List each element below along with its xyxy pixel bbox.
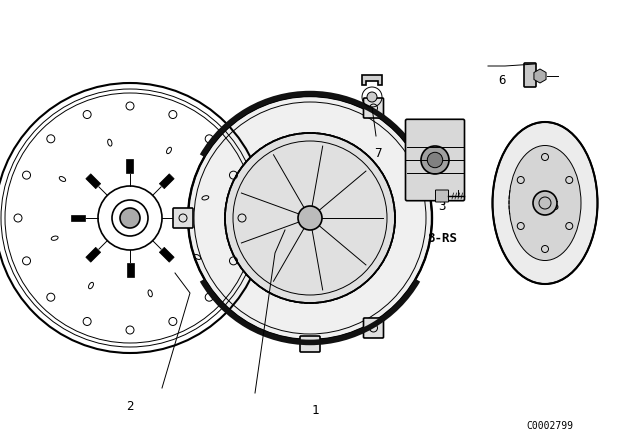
Bar xyxy=(71,215,85,221)
FancyBboxPatch shape xyxy=(524,63,536,87)
Text: 1: 1 xyxy=(311,404,319,417)
FancyBboxPatch shape xyxy=(364,318,383,338)
Polygon shape xyxy=(362,75,382,85)
Bar xyxy=(127,159,134,173)
Circle shape xyxy=(120,208,140,228)
FancyBboxPatch shape xyxy=(173,208,193,228)
Ellipse shape xyxy=(493,122,598,284)
Circle shape xyxy=(428,152,443,168)
Bar xyxy=(127,263,134,277)
Circle shape xyxy=(225,133,395,303)
Polygon shape xyxy=(534,69,546,83)
FancyBboxPatch shape xyxy=(300,336,320,352)
Circle shape xyxy=(533,191,557,215)
Text: 8-RS: 8-RS xyxy=(427,232,457,245)
Circle shape xyxy=(188,96,432,340)
Ellipse shape xyxy=(509,146,581,260)
Text: 3: 3 xyxy=(438,199,445,212)
Bar xyxy=(86,247,100,262)
Bar xyxy=(159,174,174,189)
Bar xyxy=(86,174,100,189)
Text: C0002799: C0002799 xyxy=(527,421,573,431)
FancyBboxPatch shape xyxy=(435,190,449,202)
Text: 4: 4 xyxy=(424,146,432,159)
FancyBboxPatch shape xyxy=(364,98,383,118)
Text: 5: 5 xyxy=(551,199,559,212)
Circle shape xyxy=(421,146,449,174)
Circle shape xyxy=(298,206,322,230)
Text: 2: 2 xyxy=(126,400,134,413)
Bar xyxy=(175,215,189,221)
Text: 6: 6 xyxy=(499,73,506,86)
Bar xyxy=(159,247,174,262)
Text: 7: 7 xyxy=(374,146,381,159)
Circle shape xyxy=(367,92,377,102)
FancyBboxPatch shape xyxy=(406,119,465,201)
